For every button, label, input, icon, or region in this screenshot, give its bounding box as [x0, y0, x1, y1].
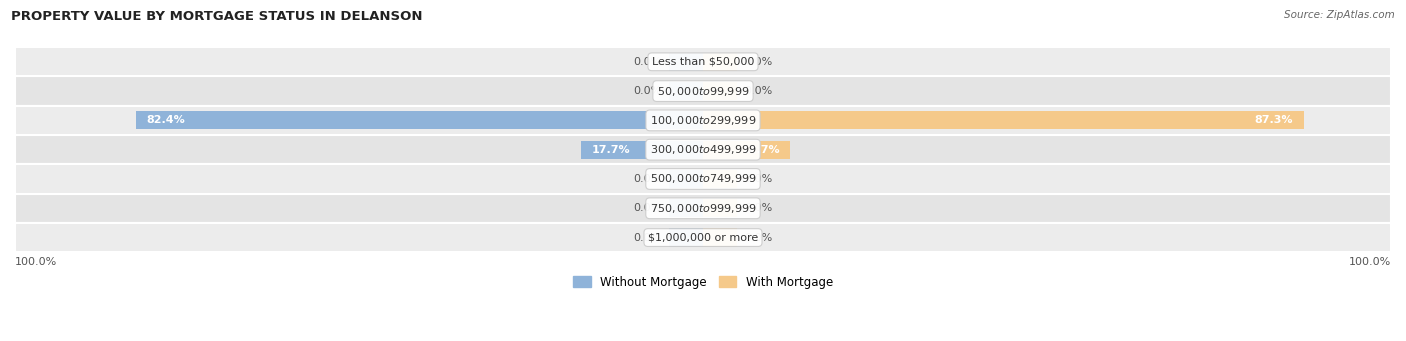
Bar: [15, 106, 1391, 135]
Bar: [703, 170, 737, 188]
Text: 82.4%: 82.4%: [146, 115, 186, 125]
Bar: [669, 170, 703, 188]
Legend: Without Mortgage, With Mortgage: Without Mortgage, With Mortgage: [568, 271, 838, 294]
Text: $750,000 to $999,999: $750,000 to $999,999: [650, 202, 756, 215]
Text: 0.0%: 0.0%: [744, 57, 772, 67]
Bar: [581, 140, 703, 159]
Text: 100.0%: 100.0%: [1348, 257, 1391, 267]
Text: 0.0%: 0.0%: [634, 174, 662, 184]
Bar: [136, 111, 703, 130]
Bar: [15, 223, 1391, 252]
Text: Less than $50,000: Less than $50,000: [652, 57, 754, 67]
Text: 0.0%: 0.0%: [744, 203, 772, 213]
Text: 12.7%: 12.7%: [741, 145, 780, 155]
Bar: [15, 135, 1391, 164]
Text: $500,000 to $749,999: $500,000 to $749,999: [650, 173, 756, 186]
Bar: [669, 199, 703, 217]
Text: $300,000 to $499,999: $300,000 to $499,999: [650, 143, 756, 156]
Text: 0.0%: 0.0%: [744, 233, 772, 242]
Bar: [669, 82, 703, 100]
Bar: [669, 228, 703, 247]
Text: 17.7%: 17.7%: [592, 145, 630, 155]
Bar: [703, 228, 737, 247]
Bar: [703, 199, 737, 217]
Text: 0.0%: 0.0%: [634, 203, 662, 213]
Text: Source: ZipAtlas.com: Source: ZipAtlas.com: [1284, 10, 1395, 20]
Bar: [15, 47, 1391, 76]
Text: $1,000,000 or more: $1,000,000 or more: [648, 233, 758, 242]
Text: 0.0%: 0.0%: [744, 86, 772, 96]
Text: 0.0%: 0.0%: [634, 233, 662, 242]
Text: 87.3%: 87.3%: [1254, 115, 1294, 125]
Bar: [703, 82, 737, 100]
Text: $100,000 to $299,999: $100,000 to $299,999: [650, 114, 756, 127]
Bar: [703, 53, 737, 71]
Text: 0.0%: 0.0%: [634, 86, 662, 96]
Bar: [15, 76, 1391, 106]
Bar: [15, 194, 1391, 223]
Text: PROPERTY VALUE BY MORTGAGE STATUS IN DELANSON: PROPERTY VALUE BY MORTGAGE STATUS IN DEL…: [11, 10, 423, 23]
Text: 0.0%: 0.0%: [744, 174, 772, 184]
Bar: [703, 140, 790, 159]
Text: 0.0%: 0.0%: [634, 57, 662, 67]
Text: $50,000 to $99,999: $50,000 to $99,999: [657, 85, 749, 98]
Bar: [669, 53, 703, 71]
Bar: [15, 164, 1391, 194]
Bar: [703, 111, 1303, 130]
Text: 100.0%: 100.0%: [15, 257, 58, 267]
